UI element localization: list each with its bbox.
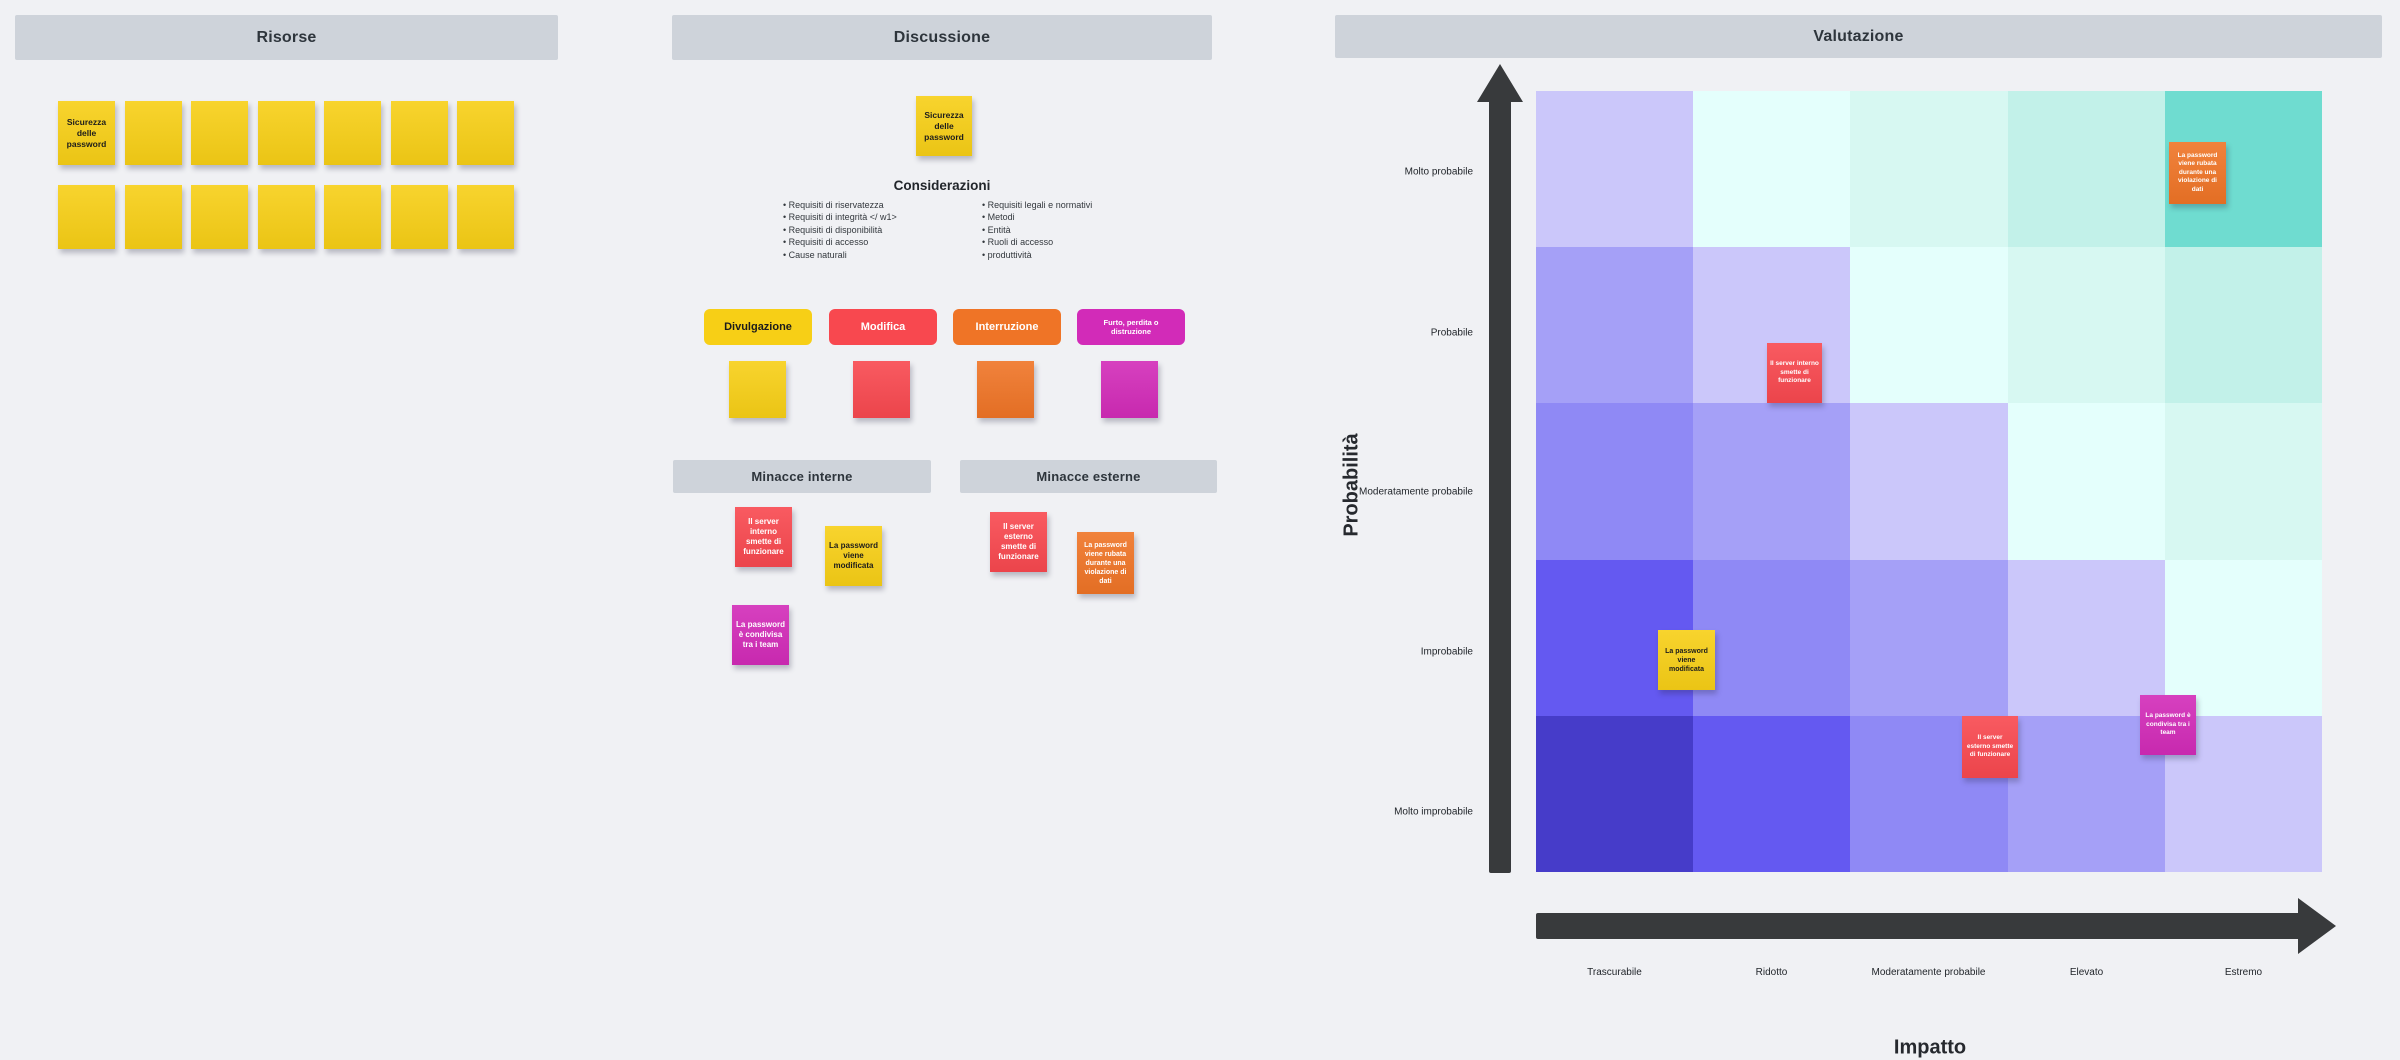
sticky-note-sicurezza-delle-password[interactable]: Sicurezza delle password [58,101,115,165]
sticky-note-blank[interactable] [125,101,182,165]
considerazioni-item: Metodi [982,211,1177,223]
risk-matrix-cell [2164,403,2322,560]
matrix-sticky-password-modificata[interactable]: La password viene modificata [1658,630,1715,690]
considerazioni-list-right: Requisiti legali e normativiMetodiEntità… [982,199,1177,261]
frame-header-minacce-esterne[interactable]: Minacce esterne [960,460,1217,493]
category-pill[interactable]: Interruzione [953,309,1061,345]
considerazioni-item: Requisiti di riservatezza [783,199,978,211]
considerazioni-item: Requisiti di accesso [783,236,978,248]
frame-header-valutazione[interactable]: Valutazione [1335,15,2382,58]
risk-matrix-cell [1536,403,1694,560]
category-pill[interactable]: Furto, perdita o distruzione [1077,309,1185,345]
sticky-note-blank[interactable] [391,101,448,165]
risk-matrix-cell [2007,403,2165,560]
category-sample-sticky[interactable] [853,361,910,418]
sticky-note-blank[interactable] [324,101,381,165]
risk-matrix-cell [1850,403,2008,560]
considerazioni-item: Entità [982,224,1177,236]
risk-matrix-cell [1693,559,1851,716]
y-axis-tick-label: Improbabile [1420,646,1473,658]
y-axis-arrowhead-icon [1477,64,1523,102]
sticky-note-blank[interactable] [457,185,514,249]
y-axis-arrow [1489,100,1511,873]
x-axis-tick-label: Estremo [2224,967,2263,978]
risk-matrix-cell [2164,559,2322,716]
considerazioni-item: Requisiti legali e normativi [982,199,1177,211]
category-sample-sticky[interactable] [729,361,786,418]
matrix-sticky-password-rubata[interactable]: La password viene rubata durante una vio… [2169,142,2226,204]
sticky-note-password-rubata[interactable]: La password viene rubata durante una vio… [1077,532,1134,594]
y-axis-tick-label: Moderatamente probabile [1359,486,1473,498]
risk-matrix-cell [1693,715,1851,872]
considerazioni-list-left: Requisiti di riservatezzaRequisiti di in… [783,199,978,261]
sticky-note-server-esterno[interactable]: Il server esterno smette di funzionare [990,512,1047,572]
sticky-note-blank[interactable] [391,185,448,249]
sticky-note-sicurezza-delle-password[interactable]: Sicurezza delle password [916,96,972,156]
risk-matrix-cell [1536,247,1694,404]
x-axis-arrowhead-icon [2298,898,2336,954]
risk-matrix-cell [1693,403,1851,560]
risk-matrix-cell [1536,91,1694,248]
considerazioni-item: Requisiti di integrità </ w1> [783,211,978,223]
risk-matrix-cell [1850,91,2008,248]
frame-header-discussione[interactable]: Discussione [672,15,1212,60]
risk-matrix[interactable] [1536,91,2322,872]
considerazioni-title: Considerazioni [893,178,991,193]
x-axis-tick-label: Ridotto [1755,967,1788,978]
y-axis-tick-label: Molto improbabile [1394,806,1473,818]
x-axis-tick-label: Moderatamente probabile [1871,967,1986,978]
category-sample-sticky[interactable] [1101,361,1158,418]
y-axis-tick-label: Probabile [1430,327,1473,339]
considerazioni-item: produttività [982,249,1177,261]
matrix-sticky-server-interno[interactable]: Il server interno smette di funzionare [1767,343,1822,403]
sticky-note-blank[interactable] [191,185,248,249]
risk-matrix-cell [1536,715,1694,872]
risk-matrix-cell [1850,559,2008,716]
matrix-sticky-server-esterno[interactable]: Il server esterno smette di funzionare [1962,716,2018,778]
risk-matrix-cell [1850,247,2008,404]
sticky-note-password-condivisa[interactable]: La password è condivisa tra i team [732,605,789,665]
considerazioni-item: Requisiti di disponibilità [783,224,978,236]
sticky-note-blank[interactable] [191,101,248,165]
sticky-note-blank[interactable] [457,101,514,165]
sticky-note-blank[interactable] [58,185,115,249]
category-pill[interactable]: Divulgazione [704,309,812,345]
risk-matrix-cell [2007,715,2165,872]
x-axis-tick-label: Elevato [2069,967,2104,978]
x-axis-arrow [1536,913,2302,939]
considerazioni-item: Ruoli di accesso [982,236,1177,248]
sticky-note-blank[interactable] [258,101,315,165]
sticky-note-blank[interactable] [324,185,381,249]
sticky-note-password-modificata[interactable]: La password viene modificata [825,526,882,586]
sticky-note-blank[interactable] [125,185,182,249]
considerazioni-item: Cause naturali [783,249,978,261]
sticky-note-blank[interactable] [258,185,315,249]
risk-matrix-cell [2007,247,2165,404]
x-axis-title: Impatto [1893,1036,1967,1059]
sticky-note-server-interno[interactable]: Il server interno smette di funzionare [735,507,792,567]
category-pill[interactable]: Modifica [829,309,937,345]
x-axis-tick-label: Trascurabile [1587,967,1642,978]
risk-matrix-cell [2164,247,2322,404]
frame-header-risorse[interactable]: Risorse [15,15,558,60]
risk-matrix-cell [2007,559,2165,716]
matrix-sticky-password-condivisa[interactable]: La password è condivisa tra i team [2140,695,2196,755]
risk-matrix-cell [2007,91,2165,248]
risk-matrix-cell [1693,91,1851,248]
frame-header-minacce-interne[interactable]: Minacce interne [673,460,931,493]
y-axis-tick-label: Molto probabile [1404,166,1473,178]
category-sample-sticky[interactable] [977,361,1034,418]
